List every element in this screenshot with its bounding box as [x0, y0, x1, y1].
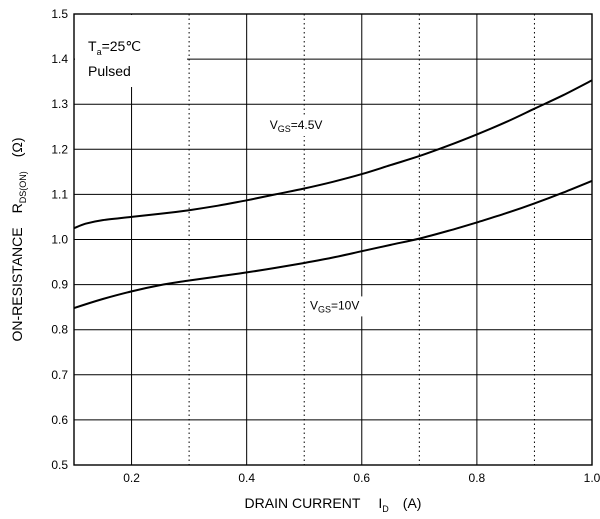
- series-line: [73, 79, 593, 230]
- x-tick-label: 0.2: [123, 471, 140, 485]
- x-axis-symbol: I: [378, 495, 382, 511]
- y-axis-unit: (Ω): [9, 137, 25, 157]
- series-label-symbol: V: [310, 298, 318, 312]
- x-tick-label: 0.4: [238, 471, 255, 485]
- y-tick-label: 0.6: [51, 413, 68, 427]
- y-axis-symbol-sub: DS(ON): [18, 171, 28, 203]
- condition-temp-sub: a: [97, 47, 102, 57]
- y-tick-label: 1.0: [51, 233, 68, 247]
- x-axis-title-text: DRAIN CURRENT: [245, 495, 361, 511]
- x-tick-label: 1.0: [584, 471, 600, 485]
- condition-temp-symbol: T: [88, 38, 97, 54]
- series-label-symbol: V: [270, 118, 278, 132]
- y-axis-symbol: R: [9, 203, 25, 213]
- series-label: VGS=4.5V: [270, 118, 323, 134]
- series-layer: [73, 79, 593, 310]
- series-line: [73, 179, 593, 310]
- y-tick-label: 1.4: [51, 52, 68, 66]
- x-axis-unit: (A): [403, 495, 422, 511]
- y-tick-label: 1.2: [51, 142, 68, 156]
- y-tick-label: 0.9: [51, 278, 68, 292]
- x-axis-symbol-sub: D: [382, 504, 389, 514]
- series-label-background: [265, 116, 344, 137]
- series-label-sub: GS: [318, 304, 331, 314]
- x-axis-title: DRAIN CURRENT ID (A): [245, 495, 422, 514]
- tick-layer: 0.5 0.6 0.7 0.8 0.9 1.0 1.1 1.2 1.3 1.4 1.5 0.2 0.4 0…: [51, 7, 600, 485]
- series-label-value: =10V: [331, 298, 359, 312]
- plot-frame: [73, 13, 593, 466]
- y-tick-label: 0.5: [51, 458, 68, 472]
- condition-box: [75, 15, 187, 87]
- condition-mode: Pulsed: [88, 63, 131, 79]
- y-tick-label: 1.3: [51, 97, 68, 111]
- y-tick-label: 0.8: [51, 323, 68, 337]
- y-tick-label: 0.7: [51, 368, 68, 382]
- series-label-background: [305, 296, 376, 317]
- y-tick-label: 1.5: [51, 7, 68, 21]
- x-tick-label: 0.6: [353, 471, 370, 485]
- y-tick-label: 1.1: [51, 187, 68, 201]
- x-tick-label: 0.8: [469, 471, 486, 485]
- series-label: VGS=10V: [310, 298, 359, 314]
- series-label-value: =4.5V: [291, 118, 323, 132]
- y-axis-title-text: ON-RESISTANCE: [9, 227, 25, 341]
- condition-temp-value: =25℃: [102, 38, 141, 54]
- condition-temperature: Ta=25℃: [88, 38, 141, 57]
- y-axis-title: ON-RESISTANCE RDS(ON) (Ω): [9, 137, 28, 341]
- series-label-sub: GS: [278, 124, 291, 134]
